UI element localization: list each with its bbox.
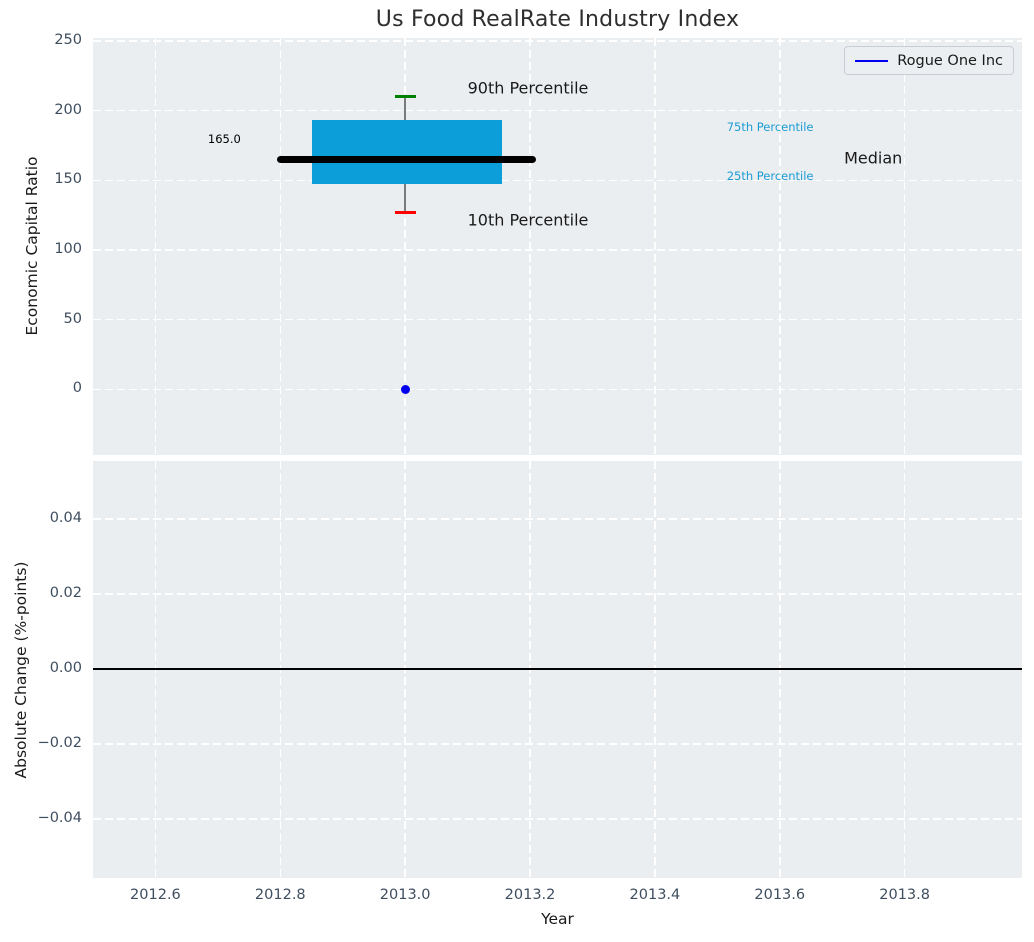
gridline-vertical (529, 38, 531, 455)
gridline-horizontal (93, 318, 1022, 321)
y-tick-label: 250 (54, 31, 82, 48)
gridline-horizontal (93, 593, 1022, 595)
y-tick-label: 200 (54, 101, 82, 118)
y-tick-label: 0.02 (49, 585, 82, 602)
x-tick-label: 2012.8 (254, 887, 306, 903)
annotation-165-0: 165.0 (207, 132, 241, 147)
gridline-horizontal (93, 388, 1022, 391)
annotation-25th-percentile: 25th Percentile (726, 169, 814, 184)
p90-cap (394, 95, 416, 99)
x-tick-label: 2013.2 (504, 887, 556, 903)
gridline-vertical (279, 38, 282, 455)
gridline-horizontal (93, 518, 1022, 520)
iqr-box (311, 120, 502, 185)
gridline-vertical (903, 38, 906, 455)
x-tick-label: 2013.4 (629, 887, 681, 903)
chart-title: Us Food RealRate Industry Index (375, 7, 740, 32)
y-tick-label: −0.04 (37, 810, 82, 827)
bottom-axes-absolute-change (93, 461, 1022, 878)
legend: Rogue One Inc (844, 46, 1014, 75)
x-tick-label: 2012.6 (130, 887, 181, 903)
annotation-90th-percentile: 90th Percentile (467, 78, 589, 97)
gridline-vertical (779, 38, 781, 455)
y-tick-label: 0.00 (49, 660, 82, 677)
top-axes-economic-capital-ratio: 165.0 90th Percentile 10th Percentile 75th … (93, 38, 1022, 455)
y-tick-label: 100 (54, 240, 82, 257)
legend-label: Rogue One Inc (897, 52, 1003, 69)
gridline-vertical (154, 38, 157, 455)
annotation-10th-percentile: 10th Percentile (467, 210, 589, 230)
company-data-point (400, 384, 410, 394)
annotation-median: Median (844, 148, 903, 168)
gridline-horizontal (93, 179, 1022, 181)
gridline-horizontal (93, 743, 1022, 745)
y-tick-label: 0.04 (49, 510, 82, 527)
y-tick-label: 150 (54, 171, 82, 188)
gridline-horizontal (93, 818, 1022, 820)
annotation-75th-percentile: 75th Percentile (726, 120, 814, 135)
y-tick-label: 0 (72, 380, 82, 397)
x-axis-label: Year (541, 910, 574, 928)
zero-line (93, 668, 1022, 671)
x-tick-label: 2013.0 (379, 887, 431, 903)
y-tick-label: −0.02 (37, 735, 82, 752)
median-line (277, 155, 537, 163)
legend-line-sample-icon (855, 59, 889, 62)
gridline-horizontal (93, 249, 1022, 251)
p10-cap (394, 210, 416, 214)
x-tick-label: 2013.6 (754, 887, 806, 903)
x-tick-label: 2013.8 (879, 887, 930, 903)
gridline-horizontal (93, 40, 1022, 42)
gridline-vertical (654, 38, 656, 455)
gridline-horizontal (93, 109, 1022, 112)
y-tick-label: 50 (63, 310, 82, 327)
